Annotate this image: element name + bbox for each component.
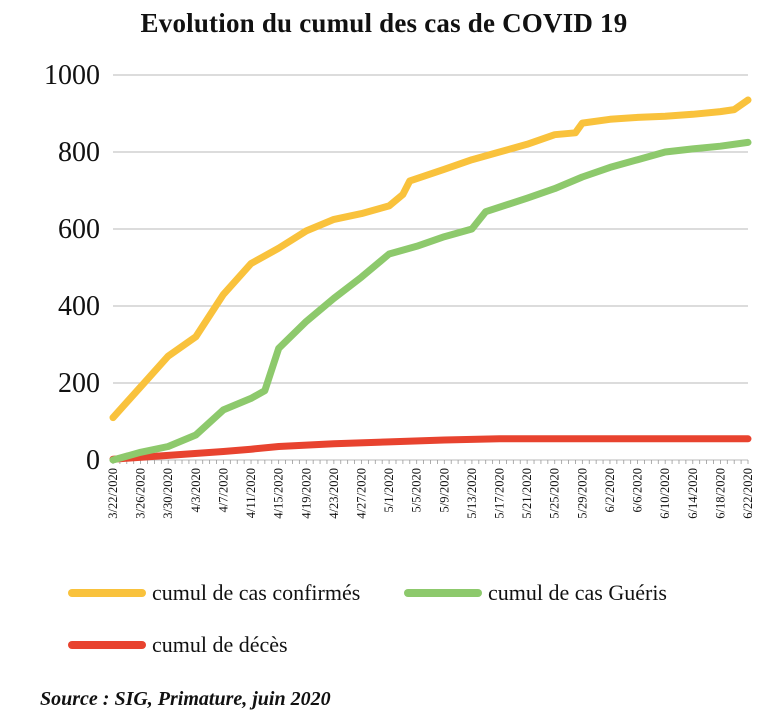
legend-swatch-deces xyxy=(68,641,146,649)
x-tick-label: 4/23/2020 xyxy=(327,468,341,519)
x-tick-label: 5/21/2020 xyxy=(520,468,534,519)
y-tick-label: 800 xyxy=(58,137,100,168)
y-tick-label: 400 xyxy=(58,291,100,322)
x-tick-label: 5/29/2020 xyxy=(575,468,589,519)
x-tick-label: 3/30/2020 xyxy=(161,468,175,519)
y-tick-label: 600 xyxy=(58,214,100,245)
x-tick-label: 5/5/2020 xyxy=(410,468,424,512)
legend-label-deces: cumul de décès xyxy=(152,632,288,657)
y-axis-ticks: 0 200 400 600 800 1000 xyxy=(44,60,100,476)
line-chart: 0 200 400 600 800 1000 3/22/2020 3/26/2020 3/30… xyxy=(44,60,755,519)
legend-label-gueris: cumul de cas Guéris xyxy=(488,580,667,605)
x-axis-ticks: 3/22/2020 3/26/2020 3/30/2020 4/3/2020 4/7/2… xyxy=(106,468,755,519)
x-tick-label: 6/18/2020 xyxy=(713,468,727,519)
y-tick-label: 1000 xyxy=(44,60,100,91)
x-tick-label: 6/2/2020 xyxy=(603,468,617,512)
series-lines xyxy=(109,96,752,464)
series-line-2 xyxy=(109,435,752,463)
x-tick-label: 3/26/2020 xyxy=(134,468,148,519)
x-tick-label: 4/15/2020 xyxy=(272,468,286,519)
x-tick-label: 4/27/2020 xyxy=(354,468,368,519)
x-tick-label: 5/25/2020 xyxy=(548,468,562,519)
x-tick-label: 4/7/2020 xyxy=(216,468,230,512)
legend-item-confirmes: cumul de cas confirmés xyxy=(68,580,360,606)
legend-item-deces: cumul de décès xyxy=(68,632,288,658)
series-line-0 xyxy=(109,96,752,422)
legend-label-confirmes: cumul de cas confirmés xyxy=(152,580,361,605)
x-tick-label: 5/13/2020 xyxy=(465,468,479,519)
x-tick-label: 4/3/2020 xyxy=(189,468,203,512)
x-tick-label: 4/11/2020 xyxy=(244,468,258,518)
legend-swatch-gueris xyxy=(404,589,482,597)
chart-title: Evolution du cumul des cas de COVID 19 xyxy=(140,8,628,38)
y-tick-label: 200 xyxy=(58,368,100,399)
x-tick-label: 4/19/2020 xyxy=(299,468,313,519)
x-tick-label: 5/9/2020 xyxy=(437,468,451,512)
x-tick-label: 5/17/2020 xyxy=(493,468,507,519)
x-tick-label: 6/22/2020 xyxy=(741,468,755,519)
legend-swatch-confirmes xyxy=(68,589,146,597)
x-tick-label: 3/22/2020 xyxy=(106,468,120,519)
gridlines xyxy=(112,74,749,464)
x-tick-label: 5/1/2020 xyxy=(382,468,396,512)
legend-item-gueris: cumul de cas Guéris xyxy=(404,580,667,606)
x-tick-label: 6/6/2020 xyxy=(631,468,645,512)
series-line-1 xyxy=(109,138,752,464)
y-tick-label: 0 xyxy=(86,445,100,476)
source-note: Source : SIG, Primature, juin 2020 xyxy=(40,688,331,710)
x-tick-label: 6/14/2020 xyxy=(686,468,700,519)
x-tick-label: 6/10/2020 xyxy=(658,468,672,519)
